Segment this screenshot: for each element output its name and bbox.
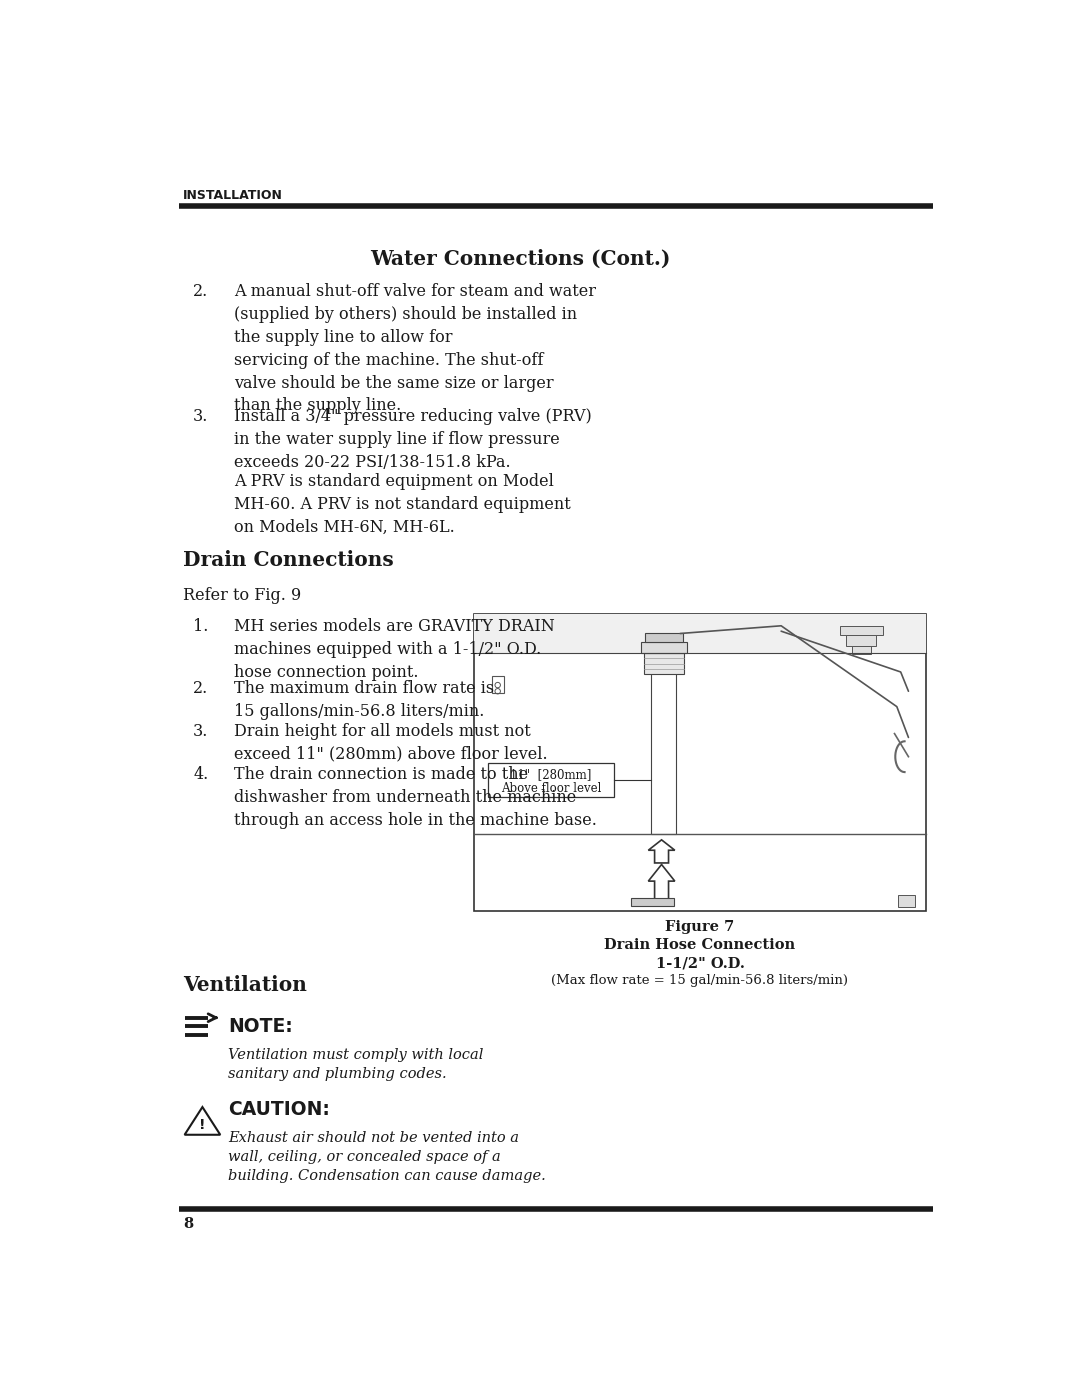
Text: A manual shut-off valve for steam and water
(supplied by others) should be insta: A manual shut-off valve for steam and wa…: [234, 284, 596, 415]
Text: (Max flow rate = 15 gal/min-56.8 liters/min): (Max flow rate = 15 gal/min-56.8 liters/…: [552, 974, 849, 986]
Bar: [651, 652, 676, 834]
Text: Drain height for all models must not
exceed 11" (280mm) above floor level.: Drain height for all models must not exc…: [234, 722, 548, 763]
Polygon shape: [648, 840, 675, 863]
Text: Drain Connections: Drain Connections: [183, 550, 394, 570]
Text: Ventilation must comply with local
sanitary and plumbing codes.: Ventilation must comply with local sanit…: [228, 1048, 484, 1081]
Text: Figure 7: Figure 7: [665, 921, 734, 935]
Text: 2.: 2.: [193, 680, 208, 697]
Bar: [847, 636, 876, 645]
Polygon shape: [185, 1106, 220, 1134]
Polygon shape: [648, 865, 675, 901]
Text: INSTALLATION: INSTALLATION: [183, 189, 283, 203]
Bar: [644, 652, 684, 675]
Bar: [474, 615, 926, 652]
Text: Above floor level: Above floor level: [501, 782, 602, 795]
Bar: [899, 895, 916, 907]
Text: Install a 3/4" pressure reducing valve (PRV)
in the water supply line if flow pr: Install a 3/4" pressure reducing valve (…: [234, 408, 592, 471]
Text: !: !: [199, 1118, 205, 1132]
Text: 11"  [280mm]: 11" [280mm]: [511, 768, 592, 781]
Text: NOTE:: NOTE:: [228, 1017, 293, 1037]
Text: 3.: 3.: [193, 408, 208, 425]
Text: 1-1/2" O.D.: 1-1/2" O.D.: [656, 957, 744, 971]
Text: The maximum drain flow rate is
15 gallons/min-56.8 liters/min.: The maximum drain flow rate is 15 gallon…: [234, 680, 495, 719]
Bar: [640, 643, 687, 652]
Text: Drain Hose Connection: Drain Hose Connection: [605, 939, 796, 953]
Bar: [474, 615, 926, 911]
Bar: [631, 898, 674, 907]
Bar: [488, 763, 613, 796]
Bar: [840, 626, 882, 636]
Text: Ventilation: Ventilation: [183, 975, 307, 995]
Bar: [491, 676, 504, 693]
Text: MH series models are GRAVITY DRAIN
machines equipped with a 1-1/2" O.D.
hose con: MH series models are GRAVITY DRAIN machi…: [234, 617, 555, 680]
Text: 2.: 2.: [193, 284, 208, 300]
Bar: [645, 633, 684, 643]
Text: A PRV is standard equipment on Model
MH-60. A PRV is not standard equipment
on M: A PRV is standard equipment on Model MH-…: [234, 474, 571, 536]
Text: 3.: 3.: [193, 722, 208, 740]
Text: Water Connections (Cont.): Water Connections (Cont.): [369, 249, 671, 268]
Text: Refer to Fig. 9: Refer to Fig. 9: [183, 587, 301, 605]
Text: Exhaust air should not be vented into a
wall, ceiling, or concealed space of a
b: Exhaust air should not be vented into a …: [228, 1132, 545, 1183]
Text: The drain connection is made to the
dishwasher from underneath the machine
throu: The drain connection is made to the dish…: [234, 766, 597, 828]
Text: CAUTION:: CAUTION:: [228, 1099, 329, 1119]
Text: 8: 8: [183, 1217, 193, 1231]
Bar: [852, 645, 872, 654]
Text: 4.: 4.: [193, 766, 208, 782]
Text: 1.: 1.: [193, 617, 208, 636]
